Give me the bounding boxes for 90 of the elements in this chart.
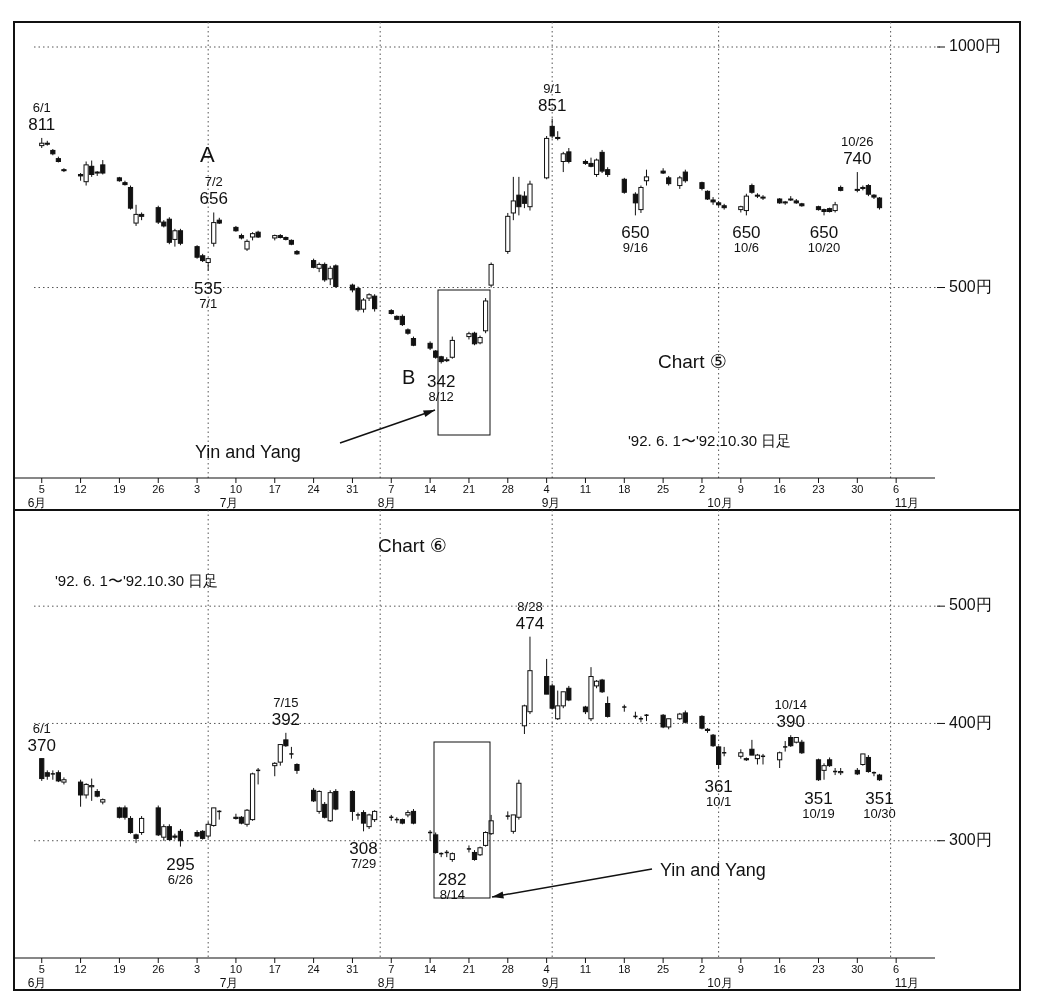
x-tick-label: 23 — [812, 483, 825, 495]
annotation: 351 10/30 — [863, 788, 896, 821]
text: Chart ⑥ — [378, 535, 447, 556]
annotation: 282 8/14 — [438, 869, 467, 902]
text: 8月 — [377, 496, 397, 510]
x-tick-label: 24 — [307, 483, 320, 495]
annotation: 295 6/26 — [166, 854, 195, 887]
x-tick-label: 11 — [579, 483, 592, 495]
text: 7月 — [219, 976, 239, 990]
y-tick-label: 500円 — [949, 277, 992, 295]
annotation: 361 10/1 — [704, 777, 733, 810]
x-tick-label: 11 — [579, 963, 592, 975]
annotation: 650 9/16 — [621, 223, 650, 256]
x-tick-label: 14 — [423, 963, 437, 975]
x-tick-label: 30 — [851, 483, 864, 495]
text: 10月 — [707, 976, 733, 990]
x-tick-label: 7 — [388, 483, 395, 495]
x-tick-label: 21 — [462, 483, 476, 495]
annotation: 10/14 390 — [774, 697, 808, 732]
x-tick-label: 5 — [38, 963, 45, 975]
text: Chart ⑤ — [658, 351, 727, 372]
y-tick-label: 300円 — [949, 830, 992, 848]
x-tick-label: 28 — [501, 963, 514, 975]
x-tick-label: 12 — [74, 963, 87, 975]
x-tick-label: 14 — [423, 483, 437, 495]
x-tick-label: 16 — [773, 963, 786, 975]
x-tick-label: 4 — [543, 963, 550, 975]
text: '92. 6. 1〜'92.10.30 日足 — [55, 572, 219, 589]
x-tick-label: 10 — [229, 483, 243, 495]
x-tick-label: 3 — [194, 963, 201, 975]
x-tick-label: 25 — [657, 483, 670, 495]
x-tick-label: 21 — [462, 963, 476, 975]
annotation: 7/15 392 — [271, 694, 301, 729]
x-tick-label: 31 — [346, 963, 359, 975]
x-tick-label: 5 — [38, 483, 45, 495]
text: 10月 — [707, 496, 733, 510]
x-tick-label: 18 — [618, 483, 631, 495]
text: 6月 — [27, 496, 47, 510]
x-tick-label: 25 — [657, 963, 670, 975]
annotation: 6/1 811 — [28, 99, 56, 134]
annotation: B — [402, 366, 416, 388]
x-tick-label: 12 — [74, 483, 87, 495]
text: '92. 6. 1〜'92.10.30 日足 — [628, 432, 792, 449]
x-tick-label: 17 — [268, 963, 281, 975]
text: 6月 — [27, 976, 47, 990]
annotation: 351 10/19 — [802, 788, 835, 821]
x-tick-label: 9 — [737, 483, 744, 495]
y-tick-label: 1000円 — [949, 37, 1001, 55]
x-tick-label: 18 — [618, 963, 631, 975]
annotation: 9/1 851 — [537, 80, 567, 115]
annotation: Yin and Yang — [195, 442, 301, 462]
x-tick-label: 26 — [152, 963, 165, 975]
x-tick-label: 6 — [893, 483, 900, 495]
annotation: 8/28 474 — [515, 598, 545, 633]
x-tick-label: 17 — [268, 483, 281, 495]
x-tick-label: 7 — [388, 963, 395, 975]
x-tick-label: 26 — [152, 483, 165, 495]
x-tick-label: 23 — [812, 963, 825, 975]
annotation: 535 7/1 — [194, 278, 223, 311]
x-tick-label: 4 — [543, 483, 550, 495]
y-tick-label: 400円 — [949, 713, 992, 731]
text: 11月 — [894, 496, 920, 510]
x-tick-label: 10 — [229, 963, 243, 975]
annotation: 7/2 656 — [199, 174, 228, 209]
x-tick-label: 9 — [737, 963, 744, 975]
text: 8月 — [377, 976, 397, 990]
y-tick-label: 500円 — [949, 596, 992, 614]
x-tick-label: 3 — [194, 483, 201, 495]
x-tick-label: 6 — [893, 963, 900, 975]
x-tick-label: 28 — [501, 483, 514, 495]
annotation: 10/26 740 — [841, 134, 874, 169]
annotation: A — [200, 142, 215, 167]
annotation: 650 10/20 — [807, 223, 841, 256]
x-tick-label: 19 — [113, 483, 126, 495]
x-tick-label: 24 — [307, 963, 320, 975]
annotation: 650 10/6 — [732, 223, 761, 256]
annotation: 308 7/29 — [349, 839, 378, 872]
annotation: 6/1 370 — [27, 720, 56, 755]
text: 9月 — [541, 976, 561, 990]
x-tick-label: 16 — [773, 483, 786, 495]
text: 9月 — [541, 496, 561, 510]
text: 11月 — [894, 976, 920, 990]
x-tick-label: 2 — [698, 963, 706, 975]
text: 7月 — [219, 496, 239, 510]
x-tick-label: 2 — [698, 483, 706, 495]
x-tick-label: 19 — [113, 963, 126, 975]
annotation: 342 8/12 — [427, 371, 456, 404]
x-tick-label: 30 — [851, 963, 864, 975]
x-tick-label: 31 — [346, 483, 359, 495]
annotation: Yin and Yang — [660, 860, 766, 880]
